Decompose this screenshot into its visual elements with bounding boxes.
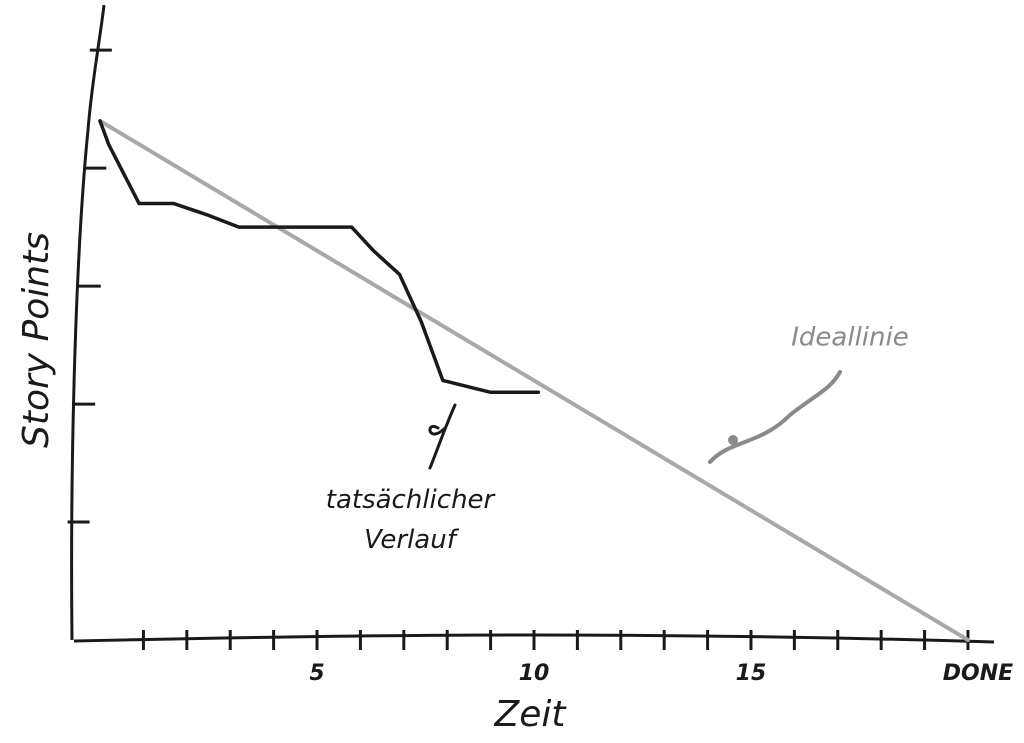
- actual-pointer: [428, 403, 457, 470]
- y-axis: [70, 4, 106, 641]
- pointer-dot: [728, 435, 738, 445]
- ideal-annotation: Ideallinie: [791, 323, 908, 353]
- ideal-pointer: [708, 370, 842, 464]
- series-line: [98, 119, 541, 395]
- x-tick-label: 15: [736, 661, 767, 686]
- series-line: [98, 118, 970, 642]
- x-tick-label: 10: [519, 661, 550, 686]
- y-axis-title: Story Points: [16, 232, 57, 448]
- x-tick-label: DONE: [943, 661, 1013, 686]
- x-tick-label: 5: [309, 661, 324, 686]
- x-axis: [73, 633, 995, 644]
- actual-annotation: tatsächlicher Verlauf: [326, 485, 497, 555]
- x-axis-title: Zeit: [494, 694, 568, 735]
